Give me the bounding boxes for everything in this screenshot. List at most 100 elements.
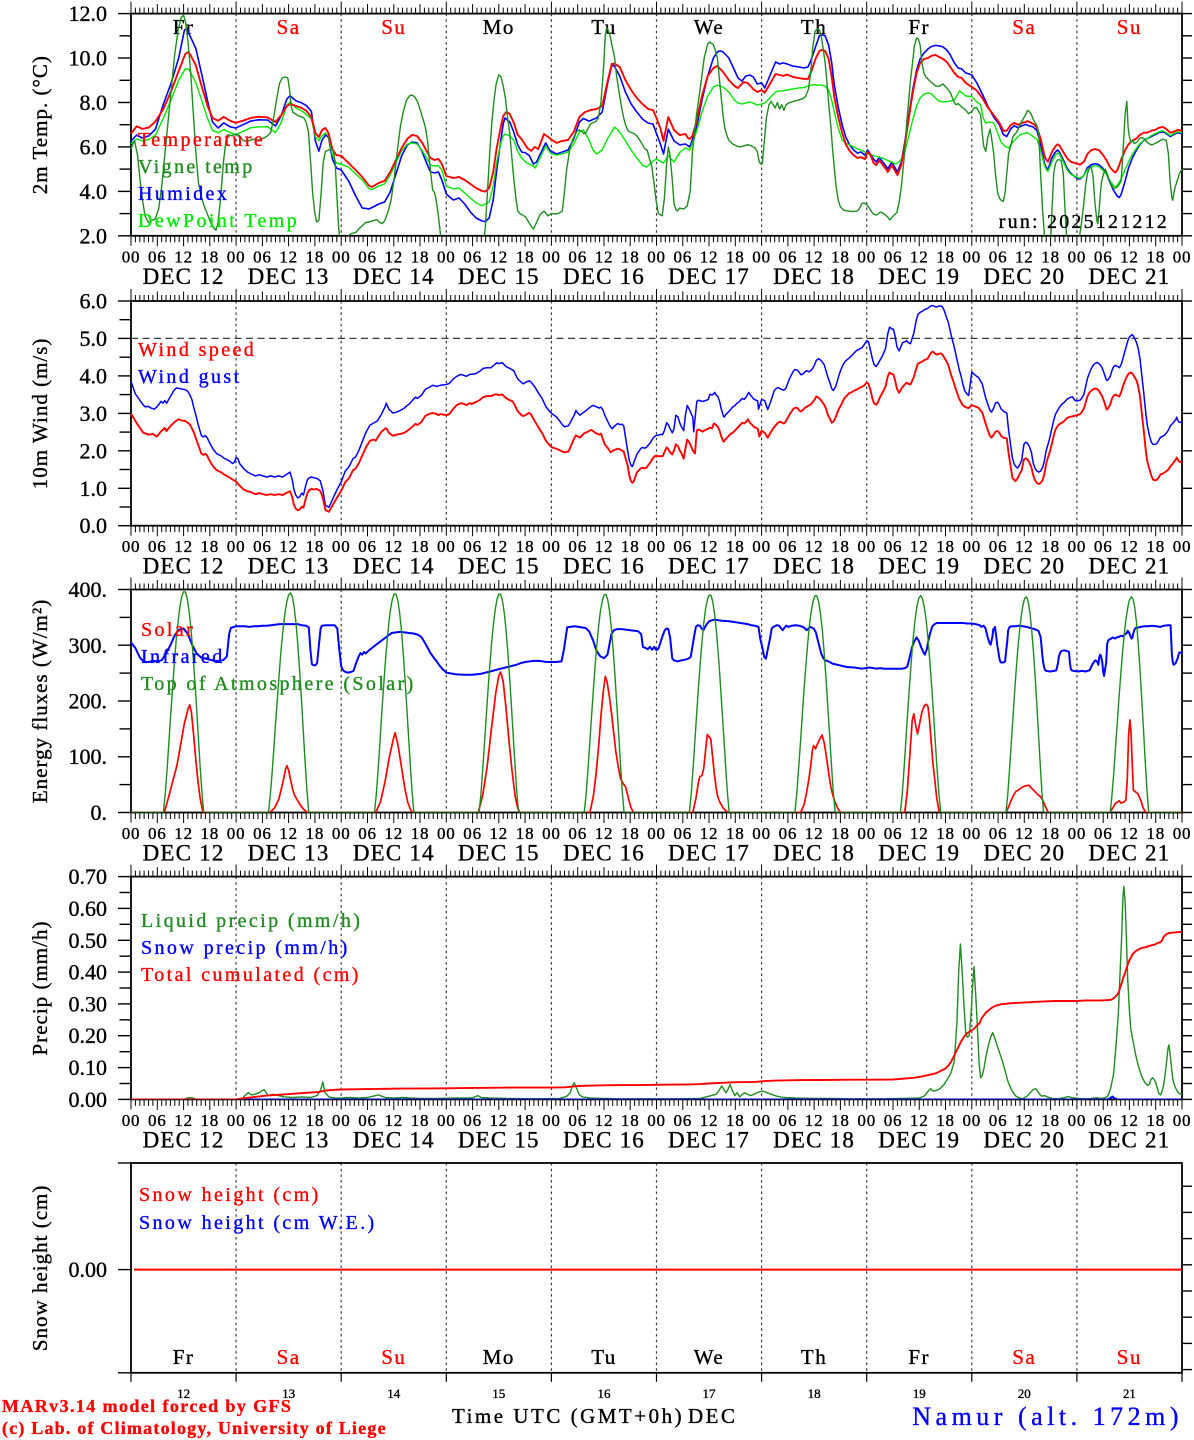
svg-text:12: 12: [910, 247, 929, 266]
svg-text:12: 12: [1015, 537, 1034, 556]
svg-text:We: We: [694, 15, 724, 39]
svg-text:12: 12: [174, 247, 193, 266]
svg-text:Su: Su: [381, 15, 406, 39]
svg-text:12.0: 12.0: [69, 1, 108, 26]
svg-text:12: 12: [595, 247, 614, 266]
svg-text:18: 18: [831, 247, 850, 266]
svg-text:DEC 14: DEC 14: [353, 264, 435, 289]
svg-text:00: 00: [647, 1111, 666, 1130]
svg-text:MARv3.14 model forced by GFS: MARv3.14 model forced by GFS: [2, 1396, 292, 1416]
svg-text:06: 06: [358, 1111, 377, 1130]
svg-text:06: 06: [884, 824, 903, 843]
svg-text:18: 18: [200, 1111, 219, 1130]
svg-text:12: 12: [1120, 824, 1139, 843]
svg-text:Mo: Mo: [483, 1345, 515, 1369]
svg-text:18: 18: [411, 1111, 430, 1130]
svg-text:DEC 17: DEC 17: [668, 841, 750, 866]
svg-text:06: 06: [989, 247, 1008, 266]
svg-text:19: 19: [913, 1386, 926, 1401]
svg-text:00: 00: [227, 824, 246, 843]
svg-text:12: 12: [489, 247, 508, 266]
svg-text:06: 06: [358, 537, 377, 556]
svg-text:DEC 17: DEC 17: [668, 264, 750, 289]
svg-text:10m Wind (m/s): 10m Wind (m/s): [28, 338, 52, 490]
svg-text:DEC 14: DEC 14: [353, 841, 435, 866]
svg-text:300.: 300.: [69, 633, 108, 658]
svg-text:00: 00: [752, 824, 771, 843]
svg-text:18: 18: [726, 537, 745, 556]
svg-text:00: 00: [122, 537, 141, 556]
svg-text:Total cumulated (cm): Total cumulated (cm): [141, 964, 361, 986]
svg-text:00: 00: [1068, 1111, 1087, 1130]
svg-text:8.0: 8.0: [80, 90, 108, 115]
svg-text:06: 06: [1094, 537, 1113, 556]
svg-text:18: 18: [831, 537, 850, 556]
svg-text:18: 18: [411, 537, 430, 556]
svg-text:18: 18: [411, 247, 430, 266]
svg-text:Top of Atmosphere (Solar): Top of Atmosphere (Solar): [141, 673, 416, 695]
svg-text:12: 12: [910, 537, 929, 556]
svg-text:Temperature: Temperature: [138, 129, 265, 151]
svg-text:12: 12: [1015, 824, 1034, 843]
svg-text:(c) Lab. of Climatology, Unive: (c) Lab. of Climatology, University of L…: [2, 1418, 387, 1439]
svg-text:18: 18: [1146, 247, 1165, 266]
svg-text:DEC 20: DEC 20: [983, 841, 1065, 866]
svg-text:2m Temp. (°C): 2m Temp. (°C): [28, 55, 52, 194]
svg-text:Namur (alt. 172m): Namur (alt. 172m): [912, 1402, 1183, 1431]
svg-text:2.0: 2.0: [80, 438, 108, 463]
svg-text:18: 18: [411, 824, 430, 843]
svg-text:00: 00: [1173, 824, 1192, 843]
svg-text:Su: Su: [381, 1345, 406, 1369]
svg-text:12: 12: [595, 1111, 614, 1130]
svg-text:14: 14: [387, 1386, 401, 1401]
svg-text:00: 00: [962, 1111, 981, 1130]
svg-text:DEC 16: DEC 16: [563, 264, 645, 289]
svg-text:06: 06: [989, 537, 1008, 556]
svg-text:00: 00: [857, 1111, 876, 1130]
svg-text:DEC 12: DEC 12: [143, 554, 225, 579]
svg-text:12: 12: [700, 247, 719, 266]
svg-text:DEC 13: DEC 13: [248, 841, 330, 866]
svg-text:18: 18: [621, 1111, 640, 1130]
svg-text:06: 06: [358, 824, 377, 843]
svg-text:Sa: Sa: [277, 15, 301, 39]
svg-text:DEC 18: DEC 18: [773, 264, 855, 289]
svg-text:DEC 12: DEC 12: [143, 841, 225, 866]
svg-text:00: 00: [332, 537, 351, 556]
svg-text:00: 00: [962, 824, 981, 843]
svg-text:12: 12: [279, 1111, 298, 1130]
svg-text:00: 00: [962, 247, 981, 266]
svg-text:12: 12: [805, 1111, 824, 1130]
svg-text:10.0: 10.0: [69, 46, 108, 71]
svg-text:DEC 19: DEC 19: [878, 264, 960, 289]
svg-text:DEC 19: DEC 19: [878, 841, 960, 866]
svg-text:06: 06: [1094, 247, 1113, 266]
svg-text:DEC 12: DEC 12: [143, 1127, 225, 1152]
svg-text:18: 18: [516, 1111, 535, 1130]
svg-text:06: 06: [568, 247, 587, 266]
svg-text:Vigne temp: Vigne temp: [138, 156, 255, 178]
svg-text:06: 06: [148, 247, 167, 266]
svg-text:00: 00: [647, 824, 666, 843]
svg-text:Precip (mm/h): Precip (mm/h): [28, 921, 52, 1056]
svg-text:DEC 18: DEC 18: [773, 1127, 855, 1152]
svg-text:12: 12: [805, 824, 824, 843]
svg-text:12: 12: [279, 824, 298, 843]
svg-text:Time UTC (GMT+0h): Time UTC (GMT+0h): [452, 1404, 684, 1428]
svg-text:00: 00: [437, 537, 456, 556]
svg-text:12: 12: [279, 537, 298, 556]
svg-text:DEC 19: DEC 19: [878, 1127, 960, 1152]
svg-text:18: 18: [936, 1111, 955, 1130]
svg-text:12: 12: [384, 1111, 403, 1130]
svg-text:06: 06: [884, 247, 903, 266]
svg-text:12: 12: [700, 1111, 719, 1130]
svg-text:100.: 100.: [69, 744, 108, 769]
svg-text:4.0: 4.0: [80, 179, 108, 204]
svg-text:06: 06: [463, 247, 482, 266]
svg-text:18: 18: [1146, 1111, 1165, 1130]
svg-text:00: 00: [542, 1111, 561, 1130]
svg-text:12: 12: [174, 1111, 193, 1130]
svg-text:00: 00: [962, 537, 981, 556]
svg-text:00: 00: [1068, 824, 1087, 843]
svg-text:Sa: Sa: [1012, 15, 1036, 39]
